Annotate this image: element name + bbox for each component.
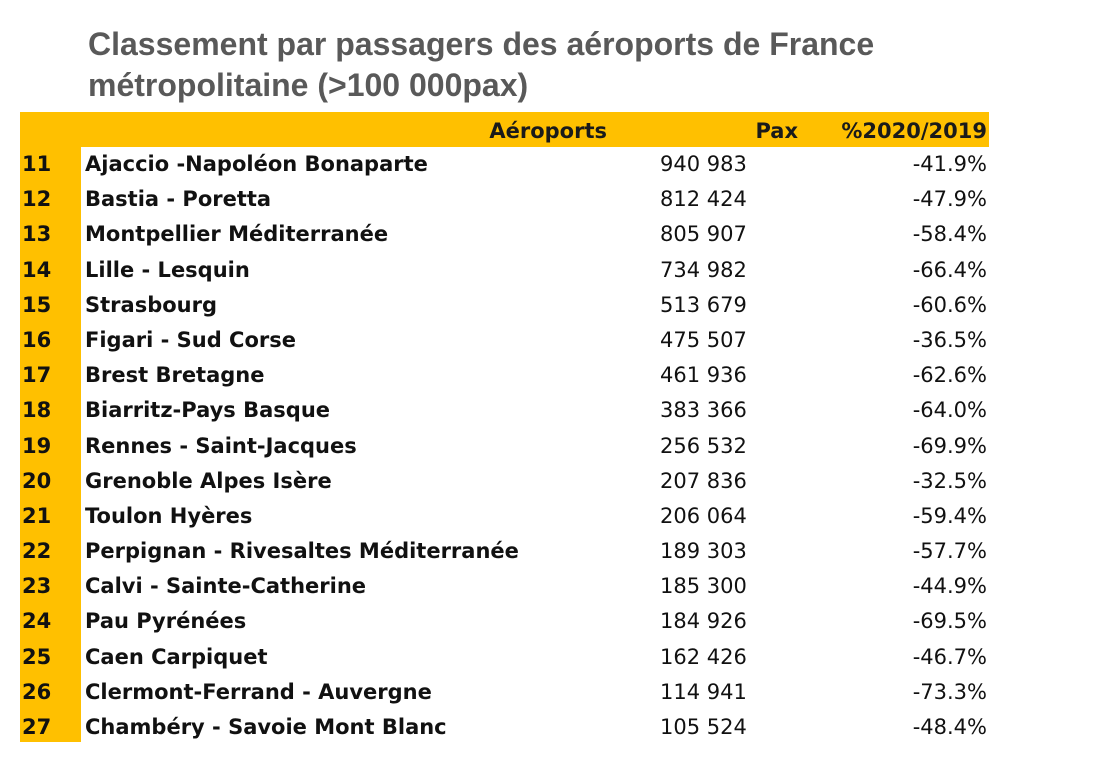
percent-change-cell: -60.6% bbox=[912, 292, 987, 317]
rank-cell: 17 bbox=[22, 363, 52, 388]
pax-cell: 734 982 bbox=[660, 257, 747, 282]
table-row: 12 Bastia - Poretta 812 424 -47.9% bbox=[20, 182, 989, 217]
rank-cell: 26 bbox=[22, 679, 52, 704]
title-line-1: Classement par passagers des aéroports d… bbox=[88, 26, 875, 62]
rank-cell: 18 bbox=[22, 398, 52, 423]
rank-cell: 12 bbox=[22, 187, 52, 212]
airport-name-cell: Perpignan - Rivesaltes Méditerranée bbox=[85, 539, 519, 564]
percent-change-cell: -57.7% bbox=[912, 539, 987, 564]
percent-change-cell: -62.6% bbox=[912, 363, 987, 388]
rank-column-background bbox=[20, 112, 81, 742]
percent-change-cell: -46.7% bbox=[912, 644, 987, 669]
airport-name-cell: Rennes - Saint-Jacques bbox=[85, 433, 357, 458]
percent-change-cell: -66.4% bbox=[912, 257, 987, 282]
rank-cell: 25 bbox=[22, 644, 52, 669]
airport-name-cell: Grenoble Alpes Isère bbox=[85, 468, 332, 493]
airport-name-cell: Calvi - Sainte-Catherine bbox=[85, 574, 367, 599]
header-airports: Aéroports bbox=[489, 119, 607, 143]
percent-change-cell: -32.5% bbox=[912, 468, 987, 493]
rank-cell: 22 bbox=[22, 539, 52, 564]
rank-cell: 16 bbox=[22, 327, 52, 352]
airport-name-cell: Ajaccio -Napoléon Bonaparte bbox=[85, 152, 428, 176]
airport-name-cell: Bastia - Poretta bbox=[85, 187, 272, 212]
airport-name-cell: Caen Carpiquet bbox=[85, 644, 268, 669]
percent-change-cell: -58.4% bbox=[912, 222, 987, 247]
rank-cell: 15 bbox=[22, 292, 52, 317]
table-row: 25 Caen Carpiquet 162 426 -46.7% bbox=[20, 640, 989, 675]
airport-name-cell: Lille - Lesquin bbox=[85, 257, 250, 282]
rank-cell: 24 bbox=[22, 609, 52, 634]
table-header-row: Aéroports Pax %2020/2019 bbox=[20, 112, 989, 147]
airport-name-cell: Figari - Sud Corse bbox=[85, 327, 296, 352]
percent-change-cell: -73.3% bbox=[912, 679, 987, 704]
table-row: 13 Montpellier Méditerranée 805 907 -58.4% bbox=[20, 217, 989, 252]
pax-cell: 105 524 bbox=[660, 715, 747, 739]
table-row: 22 Perpignan - Rivesaltes Méditerranée 189… bbox=[20, 534, 989, 569]
pax-cell: 184 926 bbox=[660, 609, 747, 634]
table-row: 27 Chambéry - Savoie Mont Blanc 105 524 -48… bbox=[20, 710, 989, 745]
pax-cell: 475 507 bbox=[660, 327, 747, 352]
airport-name-cell: Clermont-Ferrand - Auvergne bbox=[85, 679, 432, 704]
rank-cell: 14 bbox=[22, 257, 52, 282]
rank-cell: 19 bbox=[22, 433, 52, 458]
table-row: 15 Strasbourg 513 679 -60.6% bbox=[20, 288, 989, 323]
table-row: 23 Calvi - Sainte-Catherine 185 300 -44.9% bbox=[20, 569, 989, 604]
rank-cell: 21 bbox=[22, 503, 52, 528]
airport-name-cell: Brest Bretagne bbox=[85, 363, 265, 388]
pax-cell: 189 303 bbox=[660, 539, 747, 564]
table-row: 11 Ajaccio -Napoléon Bonaparte 940 983 -41.… bbox=[20, 147, 989, 182]
table-row: 20 Grenoble Alpes Isère 207 836 -32.5% bbox=[20, 464, 989, 499]
percent-change-cell: -64.0% bbox=[912, 398, 987, 423]
airport-name-cell: Chambéry - Savoie Mont Blanc bbox=[85, 715, 447, 739]
airport-name-cell: Pau Pyrénées bbox=[85, 609, 247, 634]
table-row: 21 Toulon Hyères 206 064 -59.4% bbox=[20, 499, 989, 534]
percent-change-cell: -69.5% bbox=[912, 609, 987, 634]
airport-name-cell: Biarritz-Pays Basque bbox=[85, 398, 331, 423]
pax-cell: 256 532 bbox=[660, 433, 747, 458]
pax-cell: 162 426 bbox=[660, 644, 747, 669]
rank-cell: 27 bbox=[22, 715, 52, 739]
table-row: 17 Brest Bretagne 461 936 -62.6% bbox=[20, 358, 989, 393]
percent-change-cell: -44.9% bbox=[912, 574, 987, 599]
pax-cell: 805 907 bbox=[660, 222, 747, 247]
table-row: 24 Pau Pyrénées 184 926 -69.5% bbox=[20, 604, 989, 639]
rank-cell: 23 bbox=[22, 574, 52, 599]
rank-cell: 20 bbox=[22, 468, 52, 493]
rank-cell: 13 bbox=[22, 222, 52, 247]
pax-cell: 513 679 bbox=[660, 292, 747, 317]
pax-cell: 206 064 bbox=[660, 503, 747, 528]
airport-name-cell: Toulon Hyères bbox=[85, 503, 253, 528]
table-row: 26 Clermont-Ferrand - Auvergne 114 941 -73.… bbox=[20, 675, 989, 710]
percent-change-cell: -41.9% bbox=[912, 152, 987, 176]
pax-cell: 114 941 bbox=[660, 679, 747, 704]
percent-change-cell: -36.5% bbox=[912, 327, 987, 352]
airport-name-cell: Strasbourg bbox=[85, 292, 217, 317]
percent-change-cell: -47.9% bbox=[912, 187, 987, 212]
table-body: 11 Ajaccio -Napoléon Bonaparte 940 983 -41.… bbox=[20, 147, 989, 745]
pax-cell: 185 300 bbox=[660, 574, 747, 599]
pax-cell: 940 983 bbox=[660, 152, 747, 176]
header-percent-change: %2020/2019 bbox=[841, 119, 987, 143]
airport-name-cell: Montpellier Méditerranée bbox=[85, 222, 389, 247]
page-title: Classement par passagers des aéroports d… bbox=[88, 24, 1048, 106]
title-line-2: métropolitaine (>100 000pax) bbox=[88, 67, 529, 103]
pax-cell: 812 424 bbox=[660, 187, 747, 212]
table-row: 18 Biarritz-Pays Basque 383 366 -64.0% bbox=[20, 393, 989, 428]
table-row: 16 Figari - Sud Corse 475 507 -36.5% bbox=[20, 323, 989, 358]
pax-cell: 207 836 bbox=[660, 468, 747, 493]
percent-change-cell: -48.4% bbox=[912, 715, 987, 739]
table-row: 19 Rennes - Saint-Jacques 256 532 -69.9% bbox=[20, 429, 989, 464]
pax-cell: 461 936 bbox=[660, 363, 747, 388]
table-row: 14 Lille - Lesquin 734 982 -66.4% bbox=[20, 253, 989, 288]
percent-change-cell: -69.9% bbox=[912, 433, 987, 458]
header-pax: Pax bbox=[755, 119, 798, 143]
pax-cell: 383 366 bbox=[660, 398, 747, 423]
percent-change-cell: -59.4% bbox=[912, 503, 987, 528]
rank-cell: 11 bbox=[22, 152, 52, 176]
